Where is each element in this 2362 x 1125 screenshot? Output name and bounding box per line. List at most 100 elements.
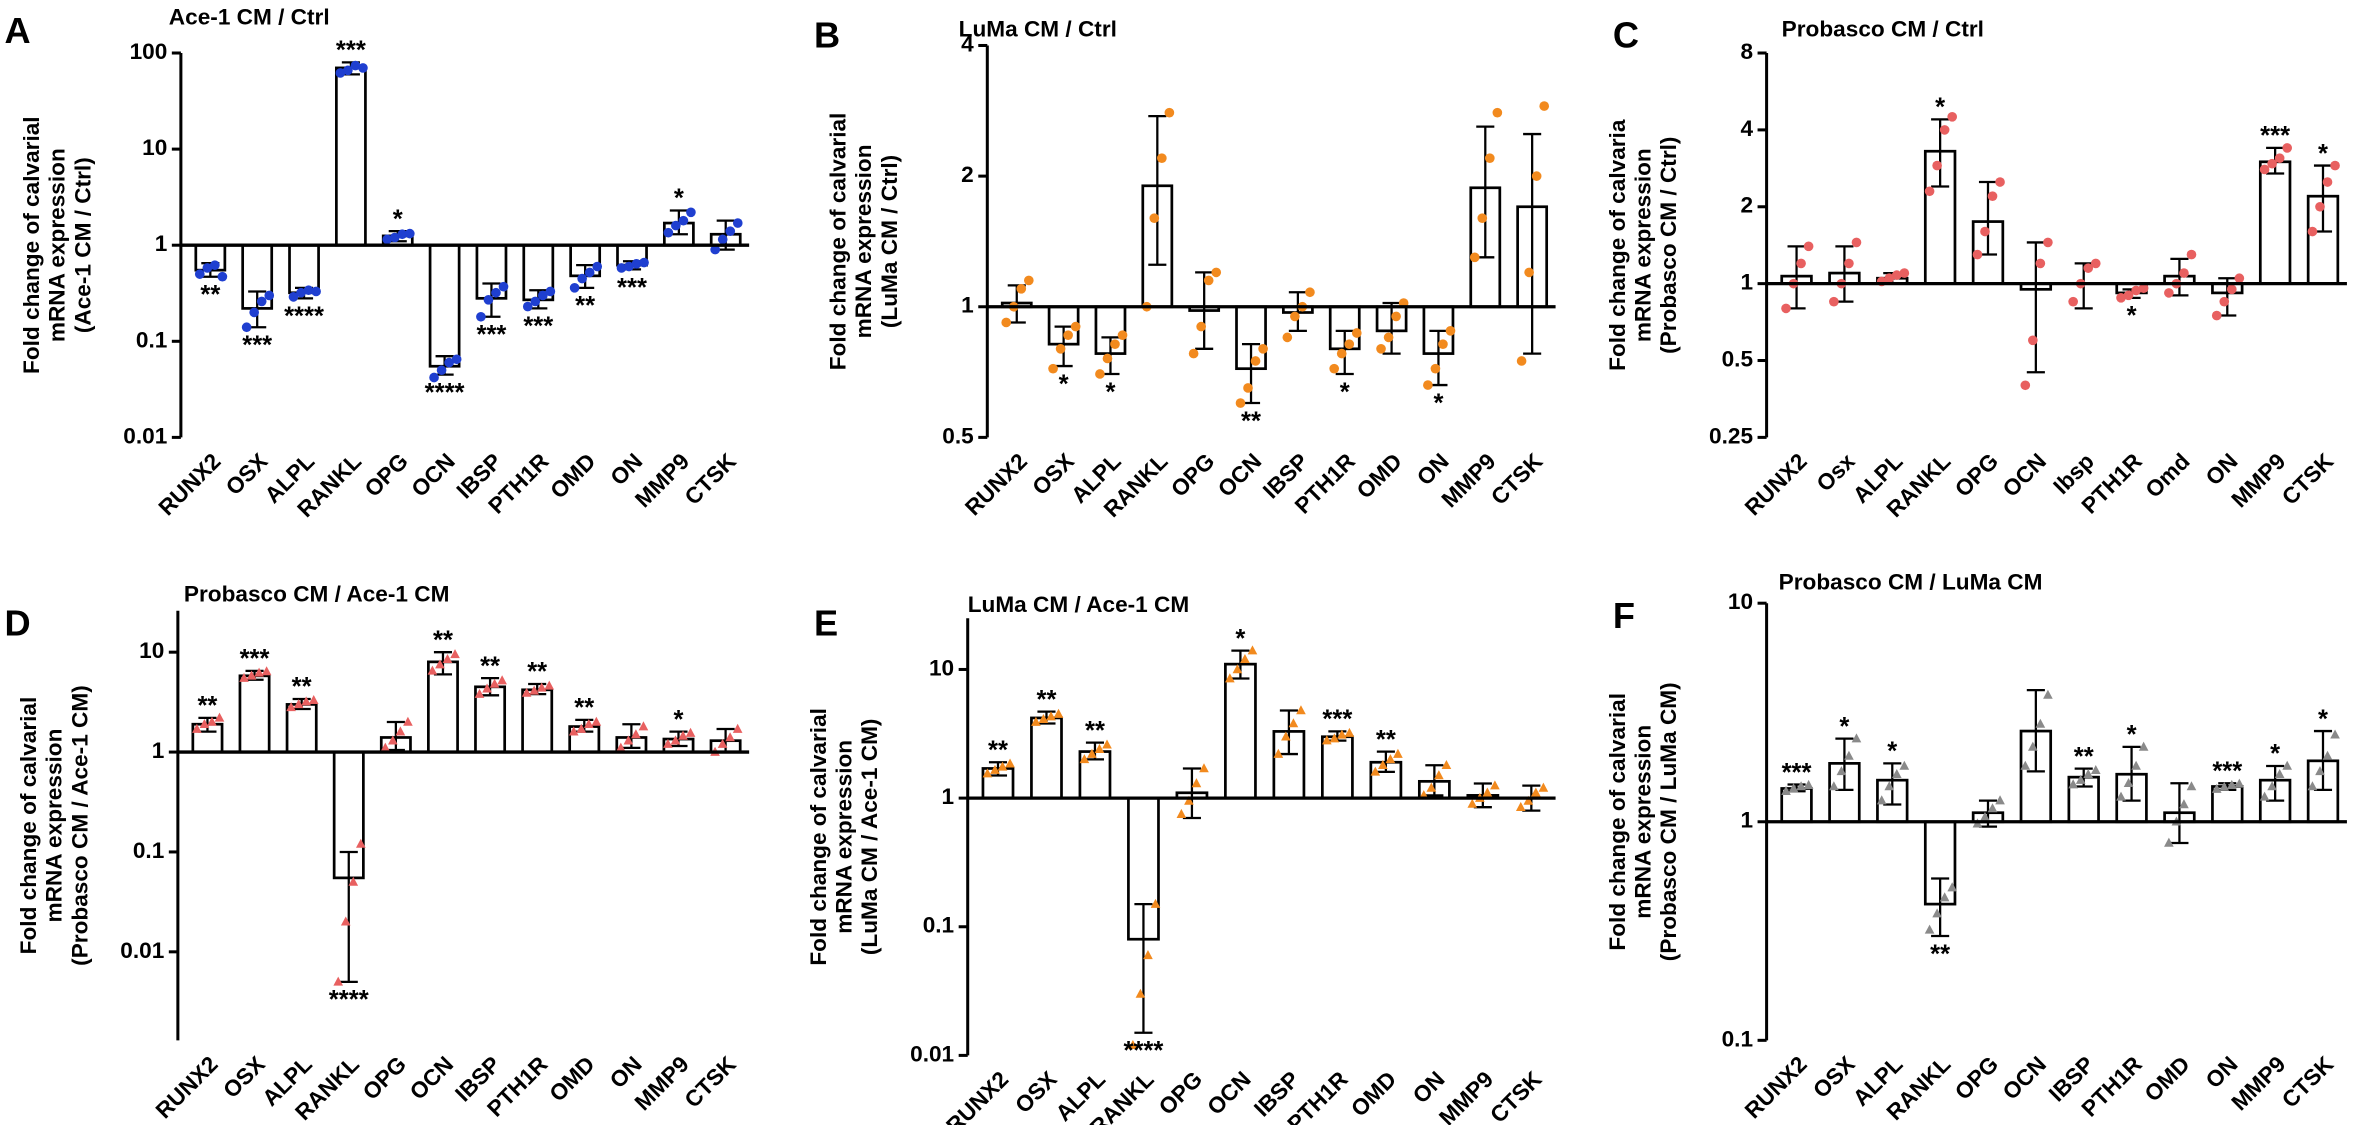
data-point	[1176, 808, 1187, 818]
x-tick-label: CTSK	[680, 1051, 742, 1113]
y-tick-label: 1	[155, 231, 168, 256]
data-point	[2179, 799, 2189, 809]
data-point	[616, 742, 626, 752]
y-tick-label: 100	[130, 39, 168, 64]
significance: *	[1839, 713, 1849, 741]
data-point	[1538, 782, 1549, 792]
data-point	[670, 735, 681, 745]
data-point	[2274, 768, 2285, 778]
data-point	[568, 726, 579, 736]
x-tick-label: RUNX2	[1740, 449, 1812, 521]
y-tick-label: 0.1	[1722, 1026, 1753, 1051]
data-point	[256, 296, 267, 307]
y-axis-label: Fold change of calvarial	[19, 116, 44, 374]
data-point	[340, 916, 351, 926]
panel-title: Probasco CM / Ctrl	[1782, 16, 1984, 41]
data-point	[1095, 369, 1105, 379]
data-point	[1987, 191, 1998, 202]
data-point	[444, 357, 454, 368]
significance: **	[1037, 686, 1057, 714]
data-point	[210, 260, 220, 270]
data-point	[2267, 158, 2277, 169]
x-tick-label: OCN	[407, 449, 460, 502]
data-point	[982, 768, 993, 778]
data-point	[2164, 288, 2174, 298]
data-point	[497, 675, 507, 685]
data-point	[194, 269, 205, 279]
data-point	[1016, 283, 1027, 294]
data-point	[639, 257, 649, 268]
panel-letter: C	[1613, 14, 1639, 55]
data-point	[616, 263, 627, 273]
data-point	[1803, 779, 1814, 789]
data-point	[2123, 290, 2134, 301]
data-point	[1102, 353, 1113, 364]
x-tick-label: OMD	[1352, 449, 1407, 504]
bar	[238, 674, 271, 754]
data-point	[482, 683, 492, 693]
significance: *	[1105, 378, 1115, 406]
y-axis-label: mRNA expression	[1630, 725, 1655, 919]
data-point	[358, 63, 368, 73]
data-point	[725, 226, 736, 236]
significance: *	[2127, 721, 2137, 749]
data-point	[1947, 882, 1958, 892]
bar	[2258, 160, 2292, 285]
data-point	[2131, 285, 2141, 296]
data-point	[1376, 343, 1386, 354]
y-tick-label: 0.01	[123, 423, 167, 448]
significance: *	[2127, 302, 2137, 330]
data-point	[2090, 258, 2101, 269]
significance: **	[1085, 717, 1105, 745]
data-point	[538, 290, 548, 301]
data-point	[1467, 798, 1478, 808]
data-point	[1344, 339, 1355, 349]
data-point	[2179, 268, 2189, 278]
data-point	[1947, 112, 1958, 122]
y-tick-label: 0.01	[120, 938, 164, 963]
significance: **	[197, 692, 217, 720]
data-point	[2274, 153, 2285, 163]
data-point	[1441, 759, 1452, 770]
data-point	[1516, 356, 1527, 366]
data-point	[403, 716, 413, 726]
data-point	[1370, 766, 1381, 776]
data-point	[261, 666, 272, 676]
data-point	[1164, 107, 1175, 118]
x-tick-label: OMD	[545, 449, 600, 504]
y-tick-label: 10	[929, 655, 954, 680]
data-point	[429, 372, 439, 383]
y-tick-label: 0.1	[923, 913, 954, 938]
y-tick-label: 0.5	[942, 423, 973, 448]
x-tick-label: CTSK	[1486, 448, 1548, 510]
y-axis-label: (Probasco CM / Ctrl)	[1656, 137, 1681, 354]
data-point	[1515, 801, 1526, 811]
data-point	[530, 296, 541, 307]
data-point	[1258, 343, 1268, 354]
data-point	[1995, 177, 2005, 187]
data-point	[1351, 328, 1362, 338]
data-point	[1851, 733, 1862, 743]
data-point	[1844, 258, 1854, 269]
data-point	[1150, 898, 1161, 908]
y-tick-label: 0.25	[1709, 423, 1753, 448]
data-point	[1430, 363, 1441, 374]
data-point	[2330, 160, 2340, 171]
data-point	[2219, 296, 2230, 307]
y-axis-label: mRNA expression	[42, 729, 67, 923]
data-point	[1391, 311, 1401, 322]
data-point	[536, 682, 547, 692]
data-point	[1482, 787, 1493, 797]
y-axis-label: mRNA expression	[1630, 148, 1655, 342]
data-point	[1490, 780, 1500, 790]
data-point	[2090, 765, 2101, 775]
data-point	[2020, 380, 2031, 391]
data-point	[1531, 171, 1542, 181]
data-point	[286, 702, 296, 712]
data-point	[1378, 759, 1388, 770]
data-point	[217, 271, 228, 282]
data-point	[1884, 781, 1895, 791]
y-tick-label: 0.5	[1722, 346, 1753, 371]
